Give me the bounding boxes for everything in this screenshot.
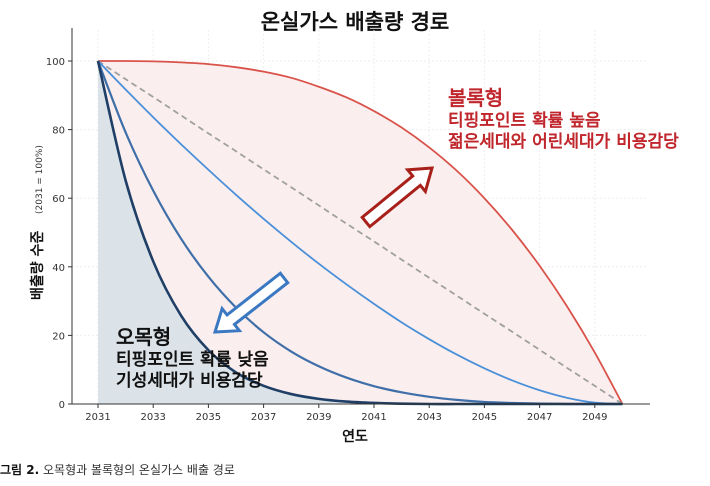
annotation-concave-line1: 티핑포인트 확률 낮음	[116, 350, 269, 370]
annotation-convex: 볼록형 티핑포인트 확률 높음 젊은세대와 어린세대가 비용감당	[448, 86, 679, 154]
series-line-blue-light	[97, 60, 623, 405]
x-tick-label: 2035	[196, 412, 221, 423]
x-tick-label: 2049	[582, 412, 607, 423]
x-tick-label: 2033	[140, 412, 165, 423]
x-tick-label: 2045	[472, 412, 497, 423]
y-tick-label: 60	[52, 194, 65, 205]
series-line-linear	[97, 60, 623, 405]
y-tick-label: 80	[52, 126, 65, 137]
x-tick-label: 2031	[85, 412, 110, 423]
y-tick-label: 20	[52, 331, 65, 342]
y-axis-label: 배출량 수준	[29, 231, 46, 300]
annotation-concave: 오목형 티핑포인트 확률 낮음 기성세대가 비용감당	[116, 325, 269, 393]
y-tick-label: 40	[52, 263, 65, 274]
annotation-concave-line2: 기성세대가 비용감당	[116, 371, 263, 392]
annotation-concave-title: 오목형	[116, 325, 172, 349]
x-tick-label: 2041	[361, 412, 386, 423]
annotation-convex-title: 볼록형	[448, 86, 504, 110]
concave-area-fill	[98, 61, 623, 405]
chart-title: 온실가스 배출량 경로	[260, 10, 450, 34]
caption-label: 그림 2.	[0, 463, 40, 477]
x-tick-label: 2037	[251, 412, 276, 423]
series-line-red-convex	[97, 60, 624, 405]
x-tick-label: 2047	[527, 412, 552, 423]
convex-arrow	[360, 166, 435, 229]
y-tick-label: 0	[59, 400, 65, 411]
concave-arrow	[212, 271, 290, 334]
figure-caption: 그림 2. 오목형과 볼록형의 온실가스 배출 경로	[0, 461, 235, 478]
caption-text: 오목형과 볼록형의 온실가스 배출 경로	[39, 463, 235, 477]
y-tick-label: 100	[46, 57, 65, 68]
annotation-convex-line2: 젊은세대와 어린세대가 비용감당	[448, 132, 679, 153]
x-tick-label: 2039	[306, 412, 331, 423]
x-axis-label: 연도	[342, 429, 368, 445]
x-tick-label: 2043	[416, 412, 441, 423]
annotation-convex-line1: 티핑포인트 확률 높음	[448, 111, 601, 131]
y-axis-note: (2031 = 100%)	[35, 145, 45, 214]
